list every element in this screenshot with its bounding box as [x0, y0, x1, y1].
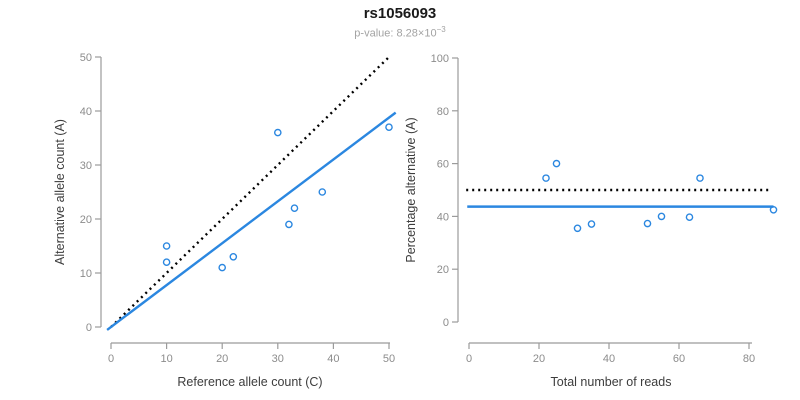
data-point — [657, 212, 666, 221]
x-tick-label: 10 — [160, 353, 172, 365]
data-point — [273, 128, 282, 137]
p-value-text: p-value: 8.28×10 — [354, 27, 437, 40]
data-point — [318, 188, 327, 196]
data-point — [685, 213, 694, 221]
plot-header: rs1056093 p-value: 8.28×10−3 — [0, 4, 800, 41]
x-tick-label: 80 — [743, 353, 755, 365]
x-tick-label: 50 — [383, 353, 395, 365]
y-tick-label: 0 — [86, 322, 92, 334]
identity-line — [110, 56, 390, 328]
data-point — [285, 220, 293, 229]
y-tick-label: 80 — [437, 106, 449, 118]
data-point — [573, 224, 582, 233]
x-axis-title: Reference allele count (C) — [177, 375, 322, 389]
y-tick-label: 50 — [80, 52, 92, 64]
p-value-exponent: −3 — [436, 25, 446, 34]
data-point — [542, 174, 550, 182]
data-point — [218, 263, 226, 272]
data-point — [290, 204, 299, 212]
y-tick-label: 40 — [80, 106, 92, 118]
data-point — [643, 219, 652, 228]
x-tick-label: 40 — [603, 353, 615, 365]
y-axis-title: Alternative allele count (A) — [53, 119, 67, 265]
data-point — [162, 258, 171, 267]
p-value-label: p-value: 8.28×10−3 — [0, 23, 800, 41]
y-tick-label: 20 — [437, 264, 449, 276]
data-point — [769, 205, 778, 214]
y-tick-label: 40 — [437, 211, 449, 223]
x-tick-label: 20 — [533, 353, 545, 365]
y-tick-label: 100 — [431, 53, 449, 65]
data-point — [385, 123, 393, 131]
data-point — [552, 159, 561, 168]
x-tick-label: 30 — [272, 353, 284, 365]
data-point — [162, 242, 171, 250]
x-tick-label: 20 — [216, 353, 228, 365]
data-point — [229, 252, 238, 261]
y-tick-label: 60 — [437, 159, 449, 171]
x-axis-title: Total number of reads — [551, 375, 672, 389]
data-point — [587, 220, 596, 228]
plot-title: rs1056093 — [363, 5, 437, 22]
data-point — [696, 174, 704, 182]
x-tick-label: 0 — [108, 353, 114, 365]
fit-line — [106, 111, 397, 331]
y-tick-label: 30 — [80, 160, 92, 172]
y-tick-label: 20 — [80, 214, 92, 226]
y-tick-label: 10 — [80, 268, 92, 280]
x-tick-label: 0 — [466, 353, 472, 365]
y-axis-title: Percentage alternative (A) — [404, 117, 418, 262]
x-tick-label: 60 — [673, 353, 685, 365]
y-tick-label: 0 — [443, 317, 449, 329]
x-tick-label: 40 — [327, 353, 339, 365]
